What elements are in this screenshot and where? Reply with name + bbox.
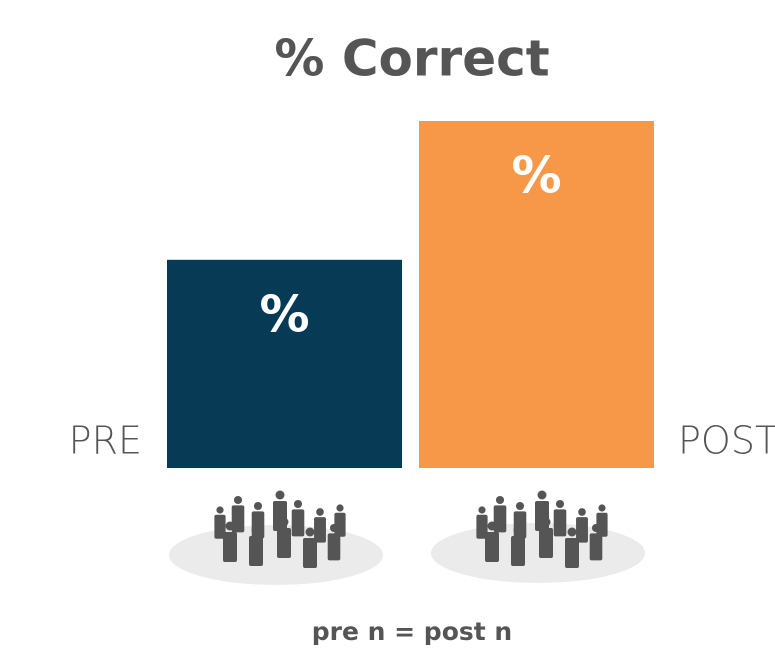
person-head bbox=[578, 508, 586, 516]
footnote: pre n = post n bbox=[312, 617, 512, 646]
person-head bbox=[253, 501, 263, 511]
person-body bbox=[249, 536, 263, 566]
person-head bbox=[513, 525, 523, 535]
person-head bbox=[216, 506, 224, 514]
value-label: % bbox=[259, 285, 309, 343]
person-head bbox=[336, 504, 344, 512]
person-body bbox=[539, 528, 553, 558]
category-label: PRE bbox=[69, 419, 142, 463]
person-body bbox=[596, 512, 608, 537]
person-body bbox=[589, 533, 603, 561]
person-body bbox=[485, 532, 499, 562]
person-body bbox=[214, 514, 226, 539]
person-head bbox=[478, 506, 486, 514]
person-head bbox=[233, 495, 243, 505]
person-head bbox=[275, 490, 285, 500]
person-body bbox=[553, 509, 567, 537]
person-body bbox=[513, 511, 527, 539]
crowd-base bbox=[431, 523, 645, 583]
person-head bbox=[567, 527, 577, 537]
crowd-base bbox=[169, 525, 383, 585]
person-head bbox=[279, 517, 289, 527]
person-body bbox=[334, 512, 346, 537]
person-body bbox=[535, 501, 549, 531]
category-label: POST bbox=[678, 419, 775, 463]
chart-title: % Correct bbox=[274, 30, 549, 88]
person-head bbox=[251, 525, 261, 535]
person-body bbox=[303, 538, 317, 568]
person-head bbox=[515, 501, 525, 511]
person-body bbox=[314, 517, 326, 543]
person-head bbox=[487, 521, 497, 531]
person-body bbox=[231, 505, 245, 533]
people-icons bbox=[214, 490, 608, 568]
person-body bbox=[493, 505, 507, 533]
person-head bbox=[293, 499, 303, 509]
person-body bbox=[576, 517, 588, 543]
person-head bbox=[316, 508, 324, 516]
person-head bbox=[541, 517, 551, 527]
person-head bbox=[305, 527, 315, 537]
person-body bbox=[251, 511, 265, 539]
person-body bbox=[273, 501, 287, 531]
person-head bbox=[555, 499, 565, 509]
person-head bbox=[225, 521, 235, 531]
person-head bbox=[598, 504, 606, 512]
person-body bbox=[565, 538, 579, 568]
bar bbox=[419, 121, 654, 468]
person-body bbox=[327, 533, 341, 561]
person-head bbox=[591, 523, 601, 533]
person-head bbox=[495, 495, 505, 505]
person-head bbox=[537, 490, 547, 500]
person-body bbox=[511, 536, 525, 566]
person-body bbox=[277, 528, 291, 558]
person-head bbox=[329, 523, 339, 533]
person-body bbox=[223, 532, 237, 562]
person-body bbox=[476, 514, 488, 539]
bar bbox=[167, 259, 402, 468]
person-body bbox=[291, 509, 305, 537]
value-label: % bbox=[511, 147, 561, 205]
